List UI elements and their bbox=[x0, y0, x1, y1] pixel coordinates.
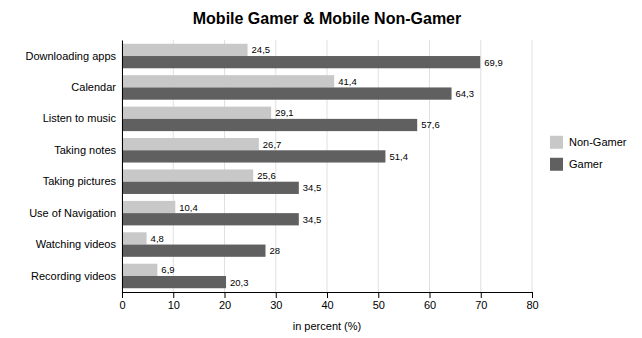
bar bbox=[122, 213, 299, 225]
bar bbox=[122, 107, 271, 119]
grid-line bbox=[429, 40, 430, 292]
bar bbox=[122, 44, 248, 56]
y-tick-label: Watching videos bbox=[36, 238, 117, 250]
y-tick: Calendar bbox=[71, 81, 122, 93]
x-tick: 0 bbox=[119, 292, 125, 311]
data-label: 26,7 bbox=[263, 139, 282, 150]
y-tick-label: Use of Navigation bbox=[29, 207, 116, 219]
y-axis: Recording videos Watching videos Use of Na… bbox=[25, 41, 122, 293]
y-tick-label: Calendar bbox=[71, 81, 116, 93]
x-tick: 70 bbox=[475, 292, 487, 311]
legend-label: Gamer bbox=[569, 158, 603, 170]
bar bbox=[122, 276, 226, 288]
x-tick-label: 60 bbox=[424, 299, 436, 311]
chart: 0 10 20 30 40 50 60 70 80 Recording videos Watchin… bbox=[0, 0, 642, 338]
x-tick-mark bbox=[327, 292, 328, 298]
y-tick-label: Taking notes bbox=[54, 144, 116, 156]
series bbox=[122, 56, 480, 288]
x-tick: 60 bbox=[424, 292, 436, 311]
data-label: 34,5 bbox=[303, 214, 322, 225]
grid-line bbox=[532, 40, 533, 292]
legend-swatch bbox=[550, 136, 563, 149]
x-axis-title: in percent (%) bbox=[293, 320, 361, 332]
x-tick-label: 10 bbox=[168, 299, 180, 311]
bar bbox=[122, 201, 175, 213]
data-label: 25,6 bbox=[257, 170, 276, 181]
y-tick: Listen to music bbox=[43, 112, 122, 124]
data-labels: 6,9 4,8 10,4 25,6 26,7 29,1 41,4 24,5 20,3 28 34,5… bbox=[151, 44, 503, 287]
bar bbox=[122, 150, 385, 162]
x-tick: 10 bbox=[168, 292, 180, 311]
bar bbox=[122, 264, 157, 276]
bar bbox=[122, 169, 253, 181]
data-label: 69,9 bbox=[484, 57, 503, 68]
x-tick: 30 bbox=[270, 292, 282, 311]
data-label: 29,1 bbox=[275, 107, 294, 118]
bar bbox=[122, 245, 266, 257]
x-tick-label: 20 bbox=[219, 299, 231, 311]
x-axis-line bbox=[123, 293, 533, 299]
y-tick: Watching videos bbox=[36, 238, 122, 250]
legend-label: Non-Gamer bbox=[569, 136, 627, 148]
bar bbox=[122, 182, 299, 194]
y-tick: Taking notes bbox=[54, 144, 122, 156]
data-label: 24,5 bbox=[252, 44, 271, 55]
x-tick: 80 bbox=[526, 292, 538, 311]
x-tick-mark bbox=[378, 292, 379, 298]
bar bbox=[122, 87, 452, 99]
grid bbox=[122, 40, 532, 292]
x-tick-mark bbox=[122, 292, 123, 298]
x-tick-mark bbox=[225, 292, 226, 298]
y-tick-label: Downloading apps bbox=[25, 50, 116, 62]
data-label: 20,3 bbox=[230, 277, 249, 288]
y-tick: Use of Navigation bbox=[29, 207, 122, 219]
x-tick: 20 bbox=[219, 292, 231, 311]
grid-line bbox=[480, 40, 481, 292]
bars bbox=[122, 44, 480, 288]
x-tick-label: 40 bbox=[321, 299, 333, 311]
legend: Non-Gamer Gamer bbox=[550, 136, 627, 171]
y-axis-line bbox=[122, 41, 123, 293]
grid-line bbox=[378, 40, 379, 292]
legend-item: Non-Gamer bbox=[550, 136, 627, 149]
data-label: 64,3 bbox=[456, 88, 475, 99]
x-tick-mark bbox=[276, 292, 277, 298]
data-label: 4,8 bbox=[151, 233, 164, 244]
bar bbox=[122, 232, 147, 244]
y-tick-label: Recording videos bbox=[31, 269, 116, 281]
x-tick-label: 30 bbox=[270, 299, 282, 311]
data-label: 57,6 bbox=[421, 119, 440, 130]
x-tick-mark bbox=[173, 292, 174, 298]
x-tick-label: 70 bbox=[475, 299, 487, 311]
x-tick-mark bbox=[481, 292, 482, 298]
grid-line bbox=[122, 40, 123, 292]
bar bbox=[122, 119, 417, 131]
y-tick-label: Listen to music bbox=[43, 112, 117, 124]
legend-swatch bbox=[550, 158, 563, 171]
data-label: 6,9 bbox=[161, 264, 174, 275]
legend-item: Gamer bbox=[550, 158, 603, 171]
y-tick: Downloading apps bbox=[25, 50, 122, 62]
x-tick-label: 50 bbox=[373, 299, 385, 311]
data-label: 41,4 bbox=[338, 76, 357, 87]
y-tick: Taking pictures bbox=[43, 175, 122, 187]
data-label: 28 bbox=[270, 245, 281, 256]
x-tick-label: 0 bbox=[119, 299, 125, 311]
plot: 0 10 20 30 40 50 60 70 80 Recording videos Watchin… bbox=[25, 40, 538, 311]
x-tick: 40 bbox=[321, 292, 333, 311]
title: Mobile Gamer & Mobile Non-Gamer bbox=[193, 10, 461, 27]
data-label: 51,4 bbox=[389, 151, 408, 162]
x-tick-mark bbox=[532, 292, 533, 298]
bar bbox=[122, 75, 334, 87]
data-label: 10,4 bbox=[179, 202, 198, 213]
x-axis: 0 10 20 30 40 50 60 70 80 bbox=[119, 292, 538, 311]
x-tick-mark bbox=[430, 292, 431, 298]
data-label: 34,5 bbox=[303, 182, 322, 193]
x-tick: 50 bbox=[373, 292, 385, 311]
bar bbox=[122, 138, 259, 150]
x-tick-label: 80 bbox=[526, 299, 538, 311]
bar bbox=[122, 56, 480, 68]
y-tick: Recording videos bbox=[31, 269, 122, 281]
y-tick-label: Taking pictures bbox=[43, 175, 117, 187]
